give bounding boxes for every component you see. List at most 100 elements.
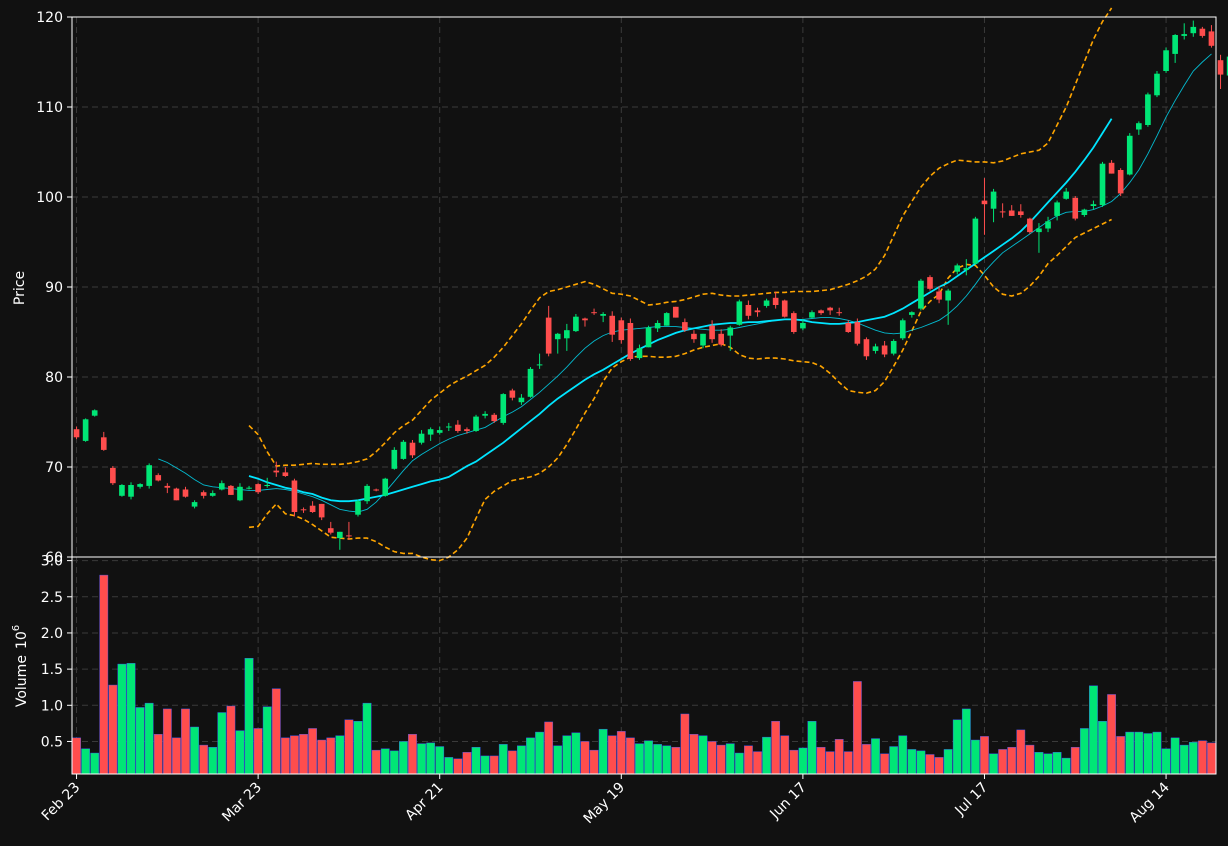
candle — [899, 318, 906, 341]
candle-body — [1090, 204, 1097, 206]
candle — [836, 307, 843, 316]
candle-body — [1054, 202, 1060, 216]
candle — [845, 320, 852, 333]
candle — [827, 306, 833, 315]
candle — [246, 485, 252, 490]
candle — [573, 314, 579, 332]
candle-body — [990, 191, 997, 209]
volume-bar — [952, 719, 962, 775]
candle-body — [972, 218, 979, 264]
candle — [700, 333, 706, 349]
candle-body — [718, 333, 724, 345]
price-y-ticks: 60 70 80 90 100 110 120 — [36, 10, 72, 566]
candle-body — [182, 489, 189, 497]
candle — [400, 440, 407, 460]
candle — [600, 312, 606, 323]
candle — [745, 300, 752, 320]
candle-body — [373, 489, 379, 491]
candle — [173, 487, 180, 501]
candle-body — [1190, 26, 1197, 34]
volume-ytick-label: 2.5 — [41, 590, 63, 606]
volume-bar — [253, 728, 263, 775]
volume-ytick-label: 2.0 — [41, 626, 63, 642]
candle — [545, 305, 552, 357]
candle-body — [1045, 221, 1051, 229]
volume-bar — [262, 706, 272, 775]
candle-body — [1099, 163, 1106, 206]
candle-body — [1027, 218, 1033, 233]
volume-bar — [226, 705, 236, 775]
volume-bar — [108, 684, 118, 775]
candle-body — [382, 478, 389, 496]
candle — [972, 216, 979, 265]
volume-bar — [144, 702, 154, 775]
candle-body — [228, 485, 234, 495]
volume-bar — [380, 748, 390, 775]
candle — [999, 203, 1006, 218]
candle-body — [146, 465, 152, 486]
candle — [473, 414, 479, 432]
candle — [990, 188, 997, 223]
volume-bar — [1170, 737, 1180, 775]
candle — [146, 463, 152, 489]
candle-body — [1199, 28, 1206, 36]
candle-body — [246, 487, 252, 489]
candle — [418, 430, 425, 445]
candle-body — [645, 327, 652, 348]
candle — [582, 317, 588, 327]
volume-bar — [290, 735, 299, 775]
candle-body — [346, 535, 352, 537]
price-ytick-label: 120 — [36, 10, 63, 26]
volume-bar — [998, 749, 1008, 775]
candle-body — [364, 485, 370, 502]
volume-bar — [707, 741, 717, 775]
volume-bar — [308, 728, 317, 775]
candle — [128, 482, 134, 500]
volume-panel-frame — [71, 556, 1217, 775]
candle — [881, 341, 888, 358]
volume-bar — [780, 735, 790, 775]
candle-body — [854, 322, 861, 344]
candle-body — [609, 315, 616, 335]
candle-body — [436, 430, 443, 433]
candle — [754, 307, 761, 317]
volume-bar — [326, 737, 336, 775]
candle — [809, 310, 815, 319]
volume-bar — [843, 751, 853, 775]
candle-body — [218, 483, 225, 490]
candle — [1181, 23, 1188, 40]
candle-body — [119, 485, 125, 496]
candle — [237, 483, 243, 502]
candle — [1099, 161, 1106, 207]
candle-body — [337, 531, 343, 539]
candle-body — [418, 433, 425, 443]
candle — [82, 418, 89, 442]
volume-bar — [644, 740, 653, 775]
volume-bar — [126, 663, 136, 775]
candle — [1199, 26, 1206, 38]
candle — [527, 367, 534, 398]
candle-body — [1081, 209, 1088, 215]
candle-body — [1208, 31, 1215, 46]
volume-bar — [635, 743, 644, 775]
candle — [1063, 188, 1070, 200]
price-ytick-label: 100 — [36, 190, 63, 206]
candle-body — [672, 306, 679, 318]
volume-bar — [399, 741, 408, 775]
volume-bar — [371, 749, 381, 775]
candle-body — [128, 485, 134, 497]
volume-bar — [653, 744, 662, 775]
candle-body — [445, 426, 452, 428]
volume-bars — [72, 574, 1216, 775]
candle-body — [327, 528, 334, 533]
price-grid — [72, 16, 1216, 558]
candle — [110, 466, 116, 485]
volume-bar — [698, 735, 708, 775]
volume-bar — [517, 745, 526, 775]
candle-body — [836, 312, 843, 314]
candle — [536, 353, 543, 369]
volume-bar — [1198, 740, 1207, 775]
candle — [155, 473, 162, 482]
candle-body — [391, 449, 398, 469]
candle-body — [909, 312, 915, 315]
